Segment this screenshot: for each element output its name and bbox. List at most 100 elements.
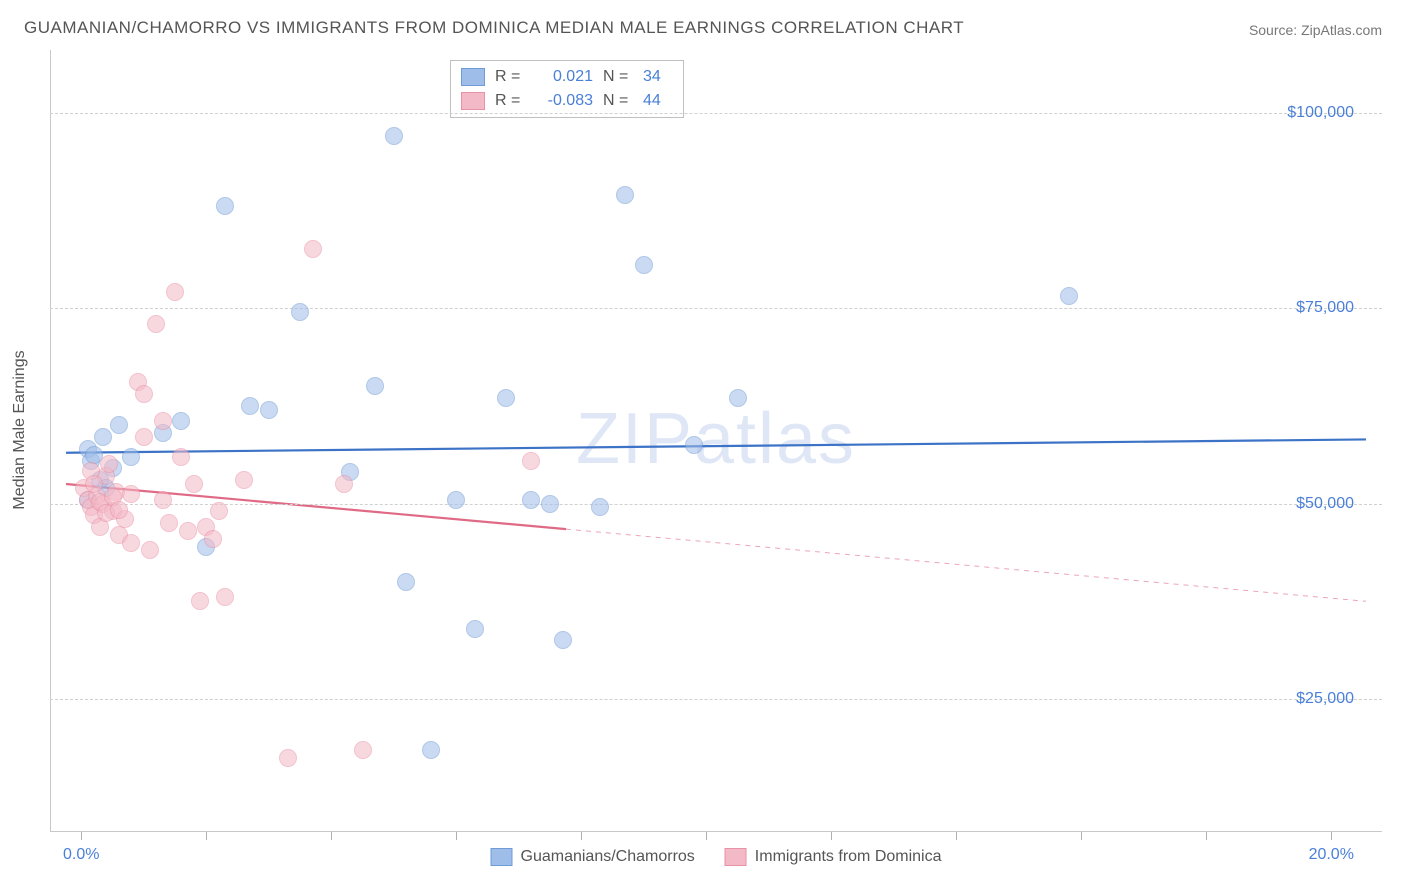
y-axis-line [50,50,51,832]
source-link[interactable]: ZipAtlas.com [1301,22,1382,38]
scatter-point [616,186,634,204]
scatter-point [291,303,309,321]
scatter-point [366,377,384,395]
scatter-point [154,491,172,509]
scatter-point [172,448,190,466]
legend-swatch [461,68,485,86]
legend-series-label: Immigrants from Dominica [755,848,942,866]
scatter-point [172,412,190,430]
scatter-point [160,514,178,532]
scatter-point [110,501,128,519]
scatter-point [422,741,440,759]
legend-swatch [491,848,513,866]
scatter-point [204,530,222,548]
scatter-point [179,522,197,540]
x-axis-line [50,831,1382,832]
scatter-point [635,256,653,274]
x-tick [1206,832,1207,840]
x-tick [331,832,332,840]
legend-r-label: R = [495,92,525,110]
scatter-point [522,491,540,509]
scatter-point [154,412,172,430]
scatter-point [135,385,153,403]
scatter-point [185,475,203,493]
scatter-point [591,498,609,516]
legend-swatch [461,92,485,110]
x-tick [831,832,832,840]
scatter-point [141,541,159,559]
scatter-point [100,455,118,473]
plot-area: ZIPatlas R =0.021N =34R =-0.083N =44 Gua… [50,50,1382,860]
y-tick-label: $100,000 [1287,104,1354,122]
scatter-point [210,502,228,520]
scatter-point [122,534,140,552]
x-tick [1081,832,1082,840]
scatter-point [304,240,322,258]
scatter-point [497,389,515,407]
x-tick [706,832,707,840]
watermark-text: ZIPatlas [576,398,856,480]
x-tick-label-min: 0.0% [63,846,99,864]
scatter-point [354,741,372,759]
scatter-point [85,475,103,493]
legend-n-value: 44 [643,92,673,110]
legend-n-label: N = [603,68,633,86]
legend-r-value: -0.083 [535,92,593,110]
scatter-point [216,197,234,215]
scatter-point [447,491,465,509]
legend-n-label: N = [603,92,633,110]
gridline [50,308,1382,309]
x-tick [956,832,957,840]
scatter-point [466,620,484,638]
scatter-point [554,631,572,649]
gridline [50,504,1382,505]
scatter-point [279,749,297,767]
scatter-point [241,397,259,415]
legend-series-label: Guamanians/Chamorros [521,848,695,866]
scatter-point [122,448,140,466]
scatter-point [1060,287,1078,305]
x-tick [1331,832,1332,840]
source-prefix: Source: [1249,22,1301,38]
x-tick [581,832,582,840]
chart-container: GUAMANIAN/CHAMORRO VS IMMIGRANTS FROM DO… [0,0,1406,892]
scatter-point [541,495,559,513]
y-tick-label: $25,000 [1296,690,1354,708]
gridline [50,699,1382,700]
legend-n-value: 34 [643,68,673,86]
scatter-point [260,401,278,419]
y-axis-label: Median Male Earnings [11,350,29,509]
legend-swatch [725,848,747,866]
scatter-point [235,471,253,489]
legend-item: Guamanians/Chamorros [491,848,695,866]
scatter-point [166,283,184,301]
scatter-point [397,573,415,591]
trendline-solid [66,439,1366,452]
trendline-solid [66,484,566,529]
y-tick-label: $75,000 [1296,299,1354,317]
legend-row: R = 0.021 N = 34 [461,65,673,89]
legend-r-value: 0.021 [535,68,593,86]
scatter-point [110,416,128,434]
correlation-legend: R = 0.021 N = 34 R = -0.083 N = 44 [450,60,684,118]
scatter-point [522,452,540,470]
chart-title: GUAMANIAN/CHAMORRO VS IMMIGRANTS FROM DO… [24,18,964,38]
scatter-point [685,436,703,454]
scatter-point [385,127,403,145]
y-tick-label: $50,000 [1296,495,1354,513]
x-tick [456,832,457,840]
legend-row: R = -0.083 N = 44 [461,89,673,113]
scatter-point [94,428,112,446]
legend-item: Immigrants from Dominica [725,848,942,866]
legend-r-label: R = [495,68,525,86]
trend-lines-layer [50,50,1382,860]
scatter-point [122,485,140,503]
scatter-point [216,588,234,606]
scatter-point [335,475,353,493]
gridline [50,113,1382,114]
x-tick-label-max: 20.0% [1309,846,1354,864]
scatter-point [135,428,153,446]
source-attribution: Source: ZipAtlas.com [1249,22,1382,38]
scatter-point [729,389,747,407]
scatter-point [147,315,165,333]
